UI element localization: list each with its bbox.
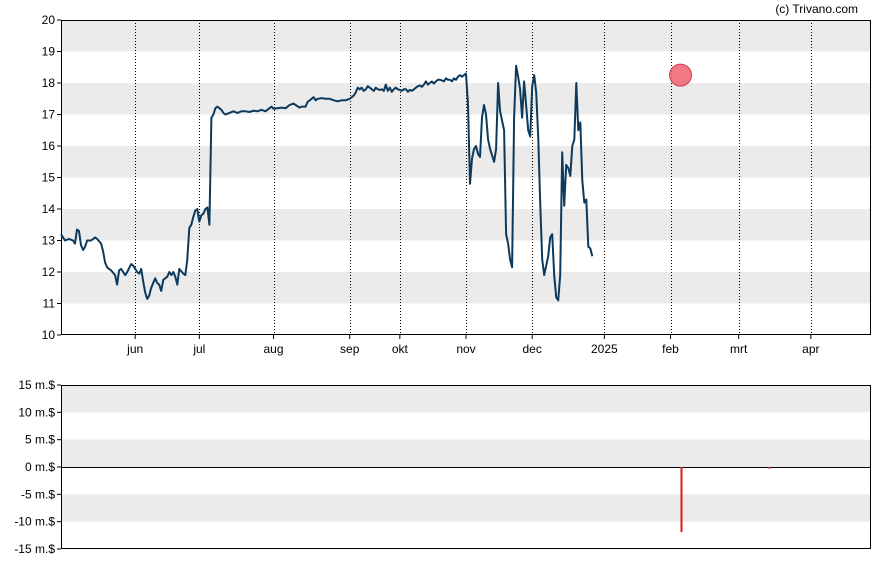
month-tick-label: nov bbox=[456, 342, 475, 356]
volume-y-tick-labels: 15 m.$ 10 m.$ 5 m.$ 0 m.$ -5 m.$ -10 m.$ -15 m… bbox=[14, 378, 61, 556]
volume-y-tick-label: 10 m.$ bbox=[18, 405, 55, 419]
volume-band bbox=[61, 385, 871, 413]
volume-bars bbox=[680, 467, 771, 533]
credit-label: (c) Trivano.com bbox=[775, 2, 858, 16]
volume-y-tick-label: -10 m.$ bbox=[14, 515, 55, 529]
volume-panel-bands bbox=[61, 385, 871, 522]
month-tick-labels: jun jul aug sep okt nov dec 2025 feb mrt apr bbox=[126, 335, 820, 356]
price-y-tick-label: 11 bbox=[43, 297, 56, 311]
price-y-tick-labels: 10 11 12 13 14 15 16 17 18 19 20 bbox=[42, 13, 61, 342]
volume-band bbox=[61, 439, 871, 467]
month-tick-label: jul bbox=[192, 342, 205, 356]
month-tick-label: mrt bbox=[730, 342, 748, 356]
price-y-tick-label: 16 bbox=[42, 139, 56, 153]
volume-y-tick-label: 0 m.$ bbox=[25, 460, 55, 474]
month-tick-label: jun bbox=[126, 342, 143, 356]
month-tick-label: feb bbox=[662, 342, 679, 356]
month-tick-label: apr bbox=[802, 342, 819, 356]
price-y-tick-label: 14 bbox=[42, 202, 56, 216]
volume-band bbox=[61, 494, 871, 522]
month-tick-label: dec bbox=[522, 342, 541, 356]
volume-y-tick-label: 15 m.$ bbox=[18, 378, 55, 392]
price-line bbox=[60, 64, 594, 302]
price-y-tick-label: 15 bbox=[42, 171, 56, 185]
volume-y-tick-label: -15 m.$ bbox=[14, 542, 55, 556]
price-y-tick-label: 20 bbox=[42, 13, 56, 27]
month-tick-label: sep bbox=[340, 342, 360, 356]
event-marker bbox=[669, 63, 693, 87]
price-y-tick-label: 10 bbox=[42, 328, 56, 342]
volume-panel-axes bbox=[61, 385, 871, 549]
volume-y-tick-label: 5 m.$ bbox=[25, 433, 55, 447]
price-panel-axes bbox=[61, 20, 871, 335]
price-y-tick-label: 19 bbox=[42, 45, 56, 59]
price-y-tick-label: 18 bbox=[42, 76, 56, 90]
price-y-tick-label: 12 bbox=[42, 265, 56, 279]
month-tick-label: 2025 bbox=[591, 342, 618, 356]
price-axis-frame bbox=[61, 20, 871, 335]
month-tick-label: okt bbox=[392, 342, 409, 356]
price-y-tick-label: 17 bbox=[42, 108, 56, 122]
month-tick-label: aug bbox=[264, 342, 284, 356]
volume-y-tick-label: -5 m.$ bbox=[21, 487, 55, 501]
price-y-tick-label: 13 bbox=[42, 234, 56, 248]
